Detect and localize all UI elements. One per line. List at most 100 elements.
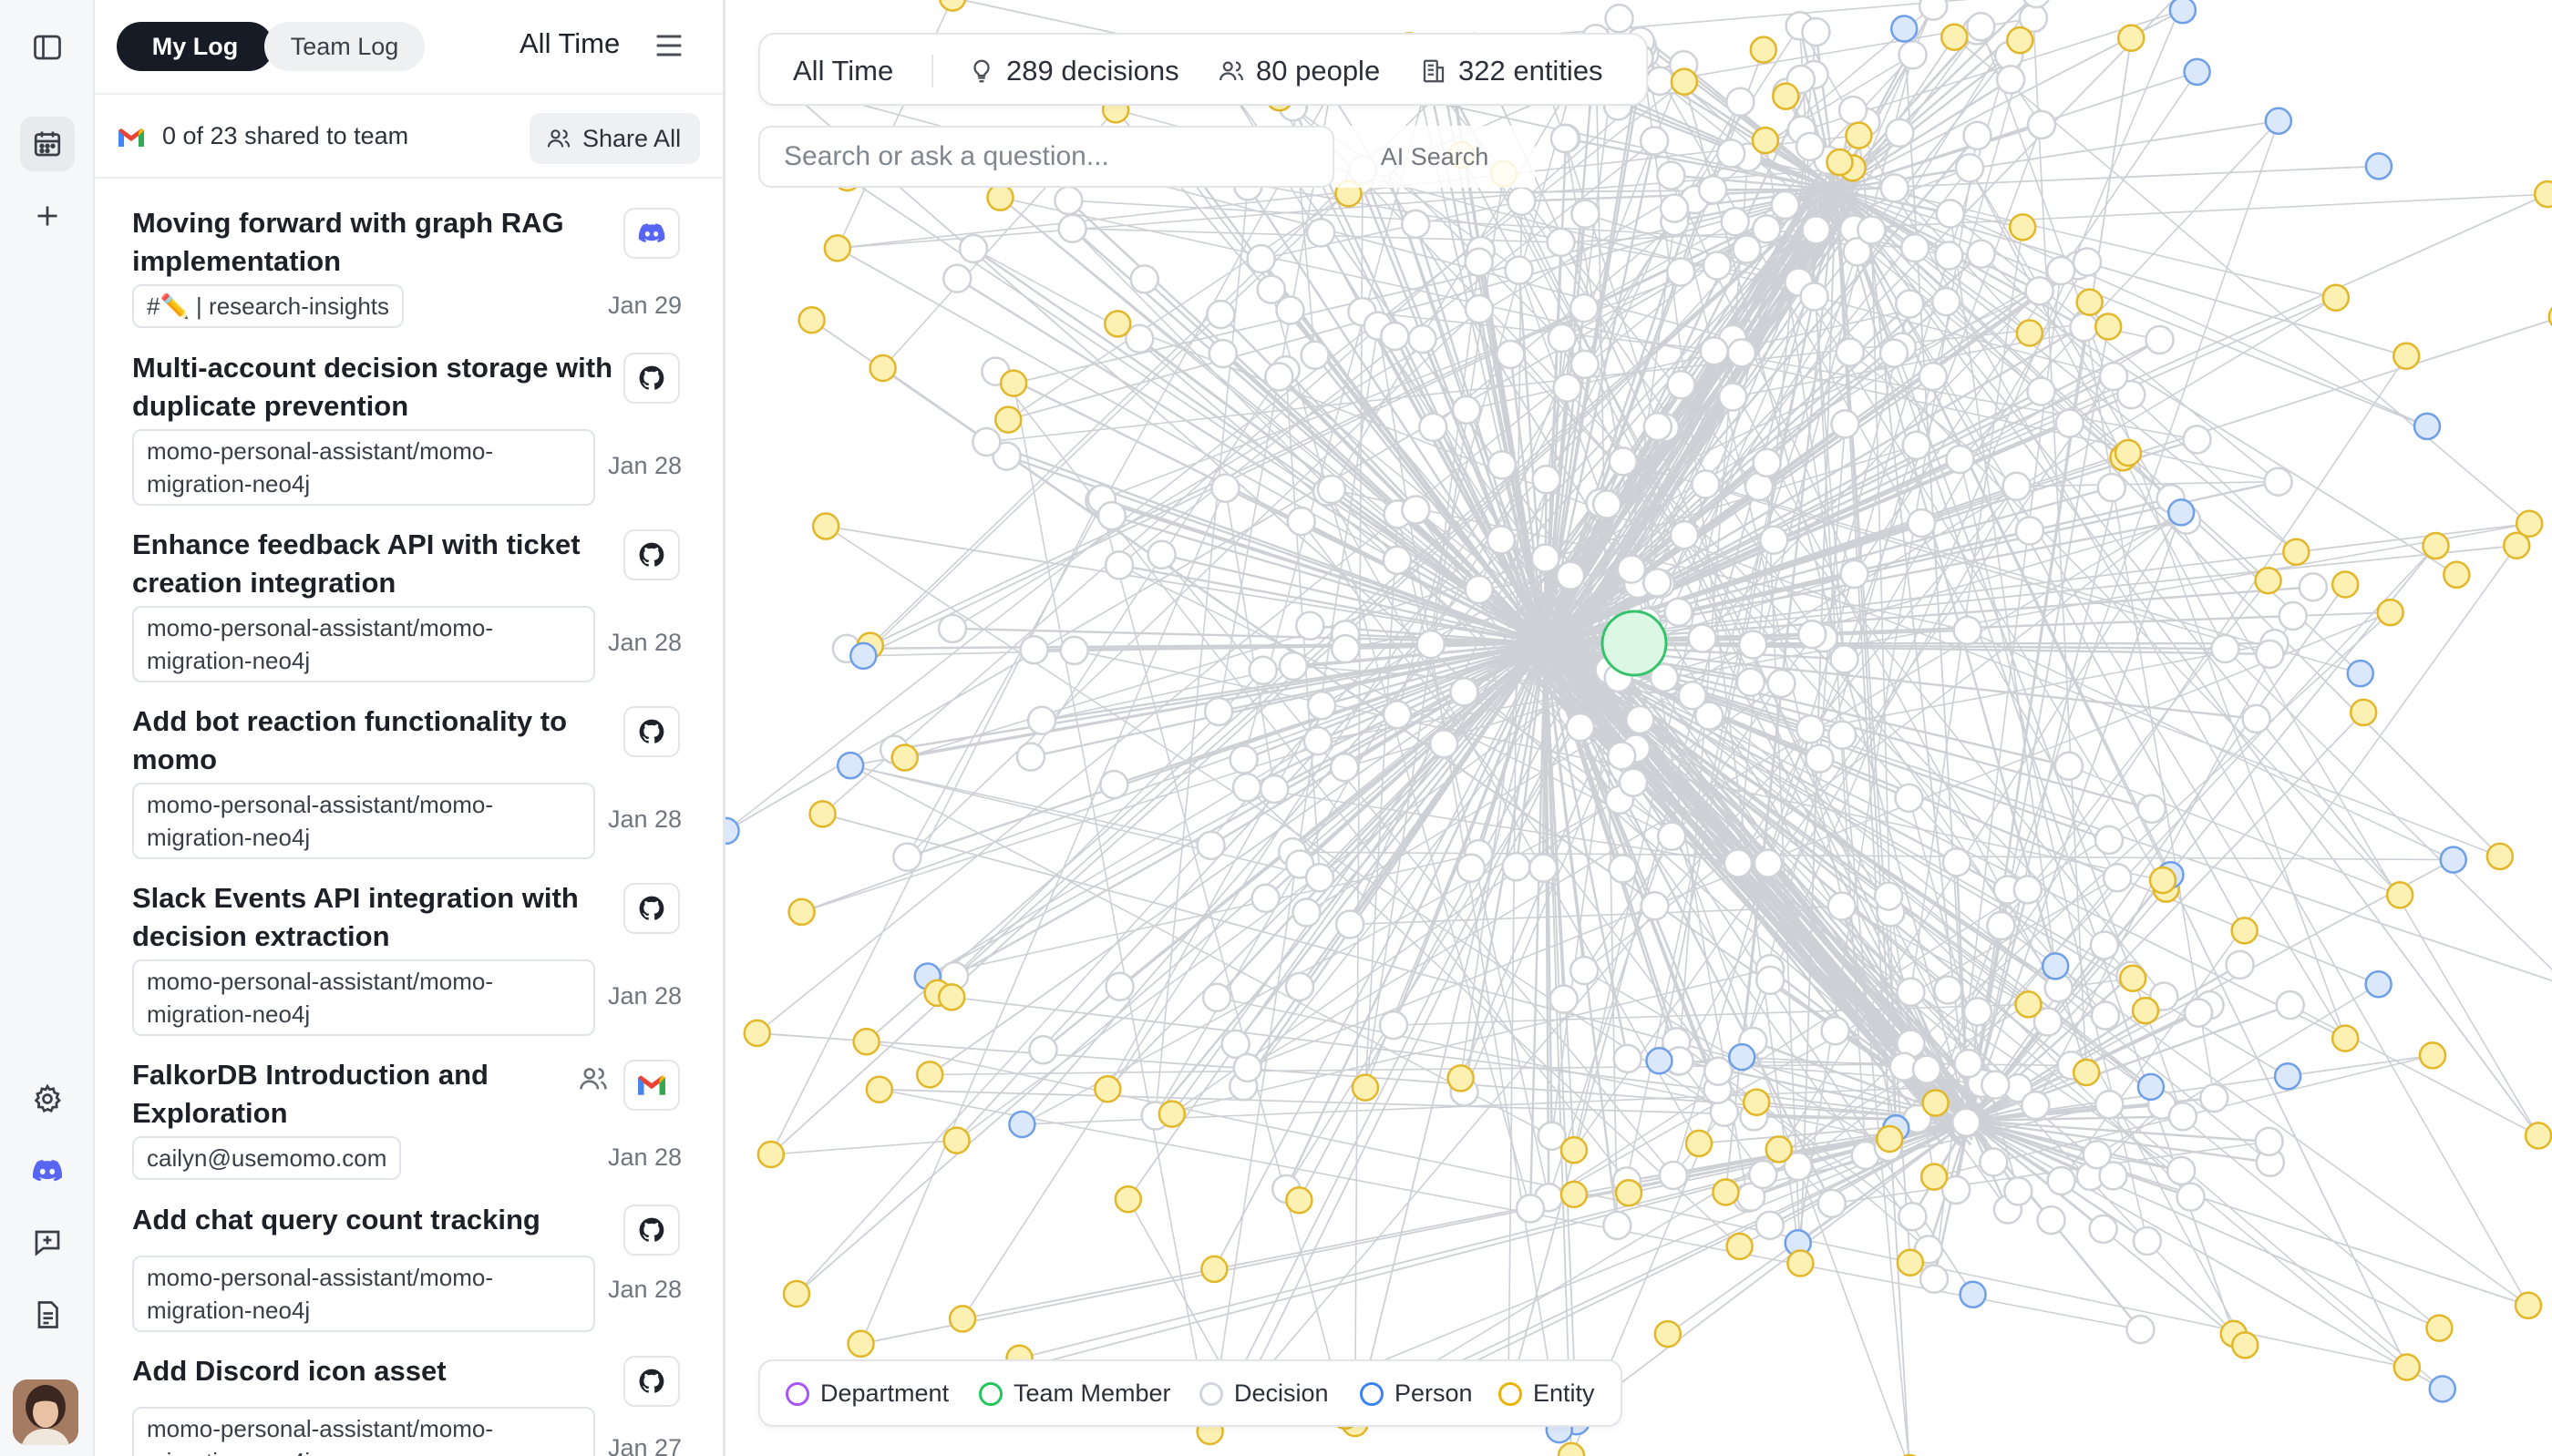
decision-node[interactable] [2096,472,2127,503]
time-filter-dropdown[interactable]: All Time [520,27,621,59]
decision-node[interactable] [1618,767,1649,797]
decision-node[interactable] [1295,610,1325,641]
decision-node[interactable] [1210,473,1240,503]
decision-node[interactable] [1725,87,1755,118]
decision-node[interactable] [1232,1052,1263,1083]
decision-node[interactable] [2275,989,2305,1020]
entity-node[interactable] [782,1279,811,1308]
decision-node[interactable] [1302,725,1333,756]
entity-node[interactable] [2008,213,2037,241]
entity-node[interactable] [852,1028,880,1056]
decision-node[interactable] [1691,469,1721,499]
tab-team-log[interactable]: Team Log [264,22,425,71]
decision-node[interactable] [1737,630,1768,660]
entity-node[interactable] [1114,1184,1143,1214]
decision-node[interactable] [1537,1121,1567,1151]
decision-node[interactable] [1250,883,1281,914]
decision-node[interactable] [1901,430,1931,461]
entry-title[interactable]: Add bot reaction functionality to momo [132,705,568,775]
decision-node[interactable] [1026,705,1057,735]
decision-node[interactable] [1981,1070,2011,1100]
decision-node[interactable] [1015,742,1046,772]
entity-node[interactable] [1845,121,1873,149]
decision-node[interactable] [1104,550,1135,580]
decision-node[interactable] [1246,243,1276,274]
decision-node[interactable] [1229,744,1259,774]
entity-node[interactable] [1200,1255,1229,1284]
decision-node[interactable] [958,233,989,264]
decision-node[interactable] [1231,772,1262,803]
entity-node[interactable] [2349,698,2378,727]
decision-node[interactable] [2012,875,2043,905]
entity-node[interactable] [787,897,816,927]
decision-node[interactable] [1248,655,1279,686]
decision-node[interactable] [1837,95,1868,126]
decision-node[interactable] [1569,955,1600,986]
decision-node[interactable] [1428,729,1459,759]
person-node[interactable] [2413,412,2442,441]
entity-node[interactable] [2116,24,2146,52]
decision-node[interactable] [1754,1210,1785,1241]
decision-node[interactable] [2125,1314,2156,1345]
entity-node[interactable] [1557,1441,1586,1456]
decision-node[interactable] [2116,379,2146,410]
decision-node[interactable] [1569,292,1600,323]
decision-node[interactable] [1966,239,1996,269]
github-icon[interactable] [623,706,680,757]
decision-node[interactable] [1400,209,1431,240]
graph-search-input[interactable]: Search or ask a question... [758,126,1334,188]
decision-node[interactable] [1995,65,2026,95]
decision-node[interactable] [1642,411,1673,442]
decision-node[interactable] [1275,295,1305,325]
decision-node[interactable] [2255,639,2285,670]
decision-node[interactable] [1612,1043,1642,1074]
entity-node[interactable] [798,306,826,334]
decision-node[interactable] [1656,160,1686,190]
decision-node[interactable] [1659,193,1690,223]
entity-node[interactable] [847,1329,875,1359]
entity-node[interactable] [1826,148,1854,177]
decision-node[interactable] [1407,323,1437,354]
decision-node[interactable] [1885,118,1915,149]
decision-node[interactable] [2069,313,2099,343]
entity-node[interactable] [2331,570,2360,599]
person-node[interactable] [2166,498,2196,527]
decision-node[interactable] [1677,681,1707,711]
entry-title[interactable]: FalkorDB Introduction and Exploration [132,1059,489,1129]
decision-node[interactable] [1966,11,1996,42]
decision-node[interactable] [1735,667,1766,698]
entity-node[interactable] [1940,23,1969,51]
sidebar-toggle-icon[interactable] [20,20,75,75]
decision-node[interactable] [1380,321,1410,352]
decision-node[interactable] [1378,1010,1409,1041]
entry-title[interactable]: Multi-account decision storage with dupl… [132,352,613,422]
entity-node[interactable] [2131,996,2160,1025]
decision-node[interactable] [2254,1126,2284,1157]
decision-node[interactable] [1549,123,1580,154]
entity-node[interactable] [1285,1185,1313,1215]
decision-node[interactable] [1933,975,1963,1005]
person-node[interactable] [1727,1042,1756,1071]
decision-node[interactable] [1699,336,1729,366]
entity-node[interactable] [1896,1248,1925,1277]
entity-node[interactable] [756,1140,786,1169]
decision-node[interactable] [1129,264,1159,294]
decision-node[interactable] [2021,1090,2051,1121]
entry-title[interactable]: Slack Events API integration with decisi… [132,882,579,952]
person-node[interactable] [849,641,878,671]
add-icon[interactable] [20,189,75,243]
decision-node[interactable] [2003,1176,2033,1206]
tab-my-log[interactable]: My Log [117,22,273,71]
decision-node[interactable] [1552,373,1582,403]
entry-title[interactable]: Add chat query count tracking [132,1204,540,1236]
decision-node[interactable] [1979,1147,2009,1177]
entity-node[interactable] [2485,842,2515,871]
decision-node[interactable] [1284,971,1315,1002]
decision-node[interactable] [2026,376,2056,406]
decision-node[interactable] [2014,516,2045,546]
docs-icon[interactable] [20,1287,75,1342]
decision-node[interactable] [1591,489,1622,519]
entity-node[interactable] [2230,1331,2259,1359]
decision-node[interactable] [1330,633,1361,664]
decision-node[interactable] [937,613,968,644]
